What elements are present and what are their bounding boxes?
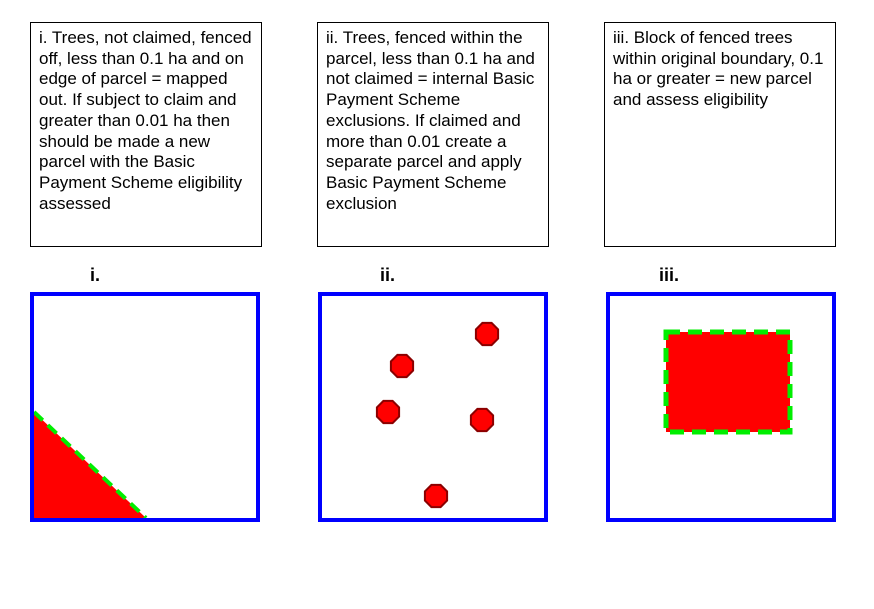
text-box-row: i. Trees, not claimed, fenced off, less …: [30, 22, 844, 247]
label-ii: ii.: [380, 265, 395, 286]
labels-row: i. ii. iii.: [30, 265, 844, 286]
label-i: i.: [90, 265, 100, 286]
parcel-iii: [606, 292, 836, 522]
diagram-row: [30, 292, 844, 522]
text-box-iii: iii. Block of fenced trees within origin…: [604, 22, 836, 247]
label-iii: iii.: [659, 265, 679, 286]
tree-icon: [476, 323, 498, 345]
diagram-iii-svg: [610, 296, 832, 518]
diagram-i-svg: [34, 296, 256, 518]
tree-icon: [425, 485, 447, 507]
tree-icon: [391, 355, 413, 377]
parcel-i: [30, 292, 260, 522]
page-container: i. Trees, not claimed, fenced off, less …: [0, 0, 874, 544]
text-box-ii: ii. Trees, fenced within the parcel, les…: [317, 22, 549, 247]
fenced-block-fill: [666, 332, 790, 432]
text-box-i: i. Trees, not claimed, fenced off, less …: [30, 22, 262, 247]
parcel-ii: [318, 292, 548, 522]
tree-icon: [471, 409, 493, 431]
tree-icon: [377, 401, 399, 423]
diagram-ii-svg: [322, 296, 544, 518]
